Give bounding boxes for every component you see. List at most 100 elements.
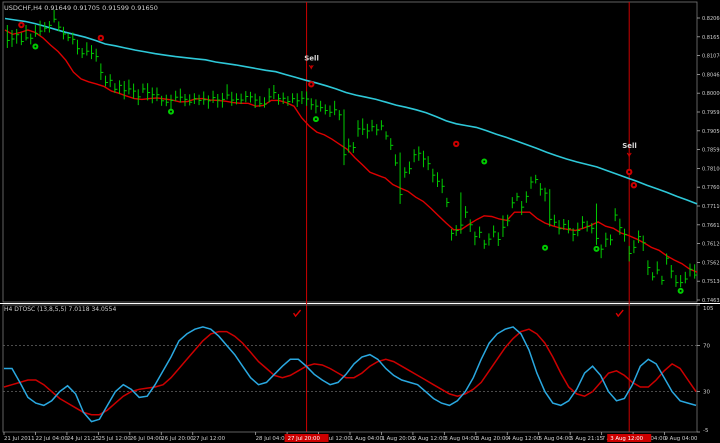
price-bar[interactable]	[432, 168, 436, 183]
price-bar[interactable]	[343, 109, 347, 166]
price-plot[interactable]: Sell Sell	[0, 1, 720, 432]
price-bar[interactable]	[469, 219, 473, 232]
price-bar[interactable]	[352, 142, 356, 153]
price-bar[interactable]	[488, 233, 492, 246]
price-bar[interactable]	[661, 275, 665, 285]
price-bar[interactable]	[525, 191, 529, 203]
price-bar[interactable]	[189, 94, 193, 106]
price-bar[interactable]	[212, 90, 216, 103]
price-bar[interactable]	[441, 178, 445, 194]
price-bar[interactable]	[642, 235, 646, 251]
price-bar[interactable]	[581, 216, 585, 230]
price-bar[interactable]	[362, 118, 366, 135]
price-bar[interactable]	[530, 176, 534, 189]
price-bar[interactable]	[193, 93, 197, 105]
price-bar[interactable]	[610, 234, 614, 246]
price-bar[interactable]	[320, 100, 324, 112]
price-bar[interactable]	[422, 150, 426, 168]
price-bar[interactable]	[633, 240, 637, 254]
price-bar[interactable]	[479, 226, 483, 239]
price-bar[interactable]	[689, 263, 693, 277]
price-bar[interactable]	[567, 220, 571, 234]
price-bar[interactable]	[539, 183, 543, 196]
price-bar[interactable]	[301, 91, 305, 105]
price-bar[interactable]	[81, 47, 85, 59]
price-bar[interactable]	[605, 232, 609, 248]
price-bar[interactable]	[203, 91, 207, 105]
price-bar[interactable]	[511, 197, 515, 209]
price-bar[interactable]	[595, 203, 599, 245]
price-bar[interactable]	[72, 32, 76, 45]
price-bar[interactable]	[273, 84, 277, 100]
price-bar[interactable]	[137, 89, 141, 106]
price-bar[interactable]	[30, 33, 34, 45]
price-bar[interactable]	[264, 97, 268, 108]
price-bar[interactable]	[165, 94, 169, 107]
price-bar[interactable]	[179, 88, 183, 103]
price-bar[interactable]	[67, 33, 71, 42]
price-bar[interactable]	[334, 100, 338, 116]
price-bar[interactable]	[380, 120, 384, 131]
price-bar[interactable]	[684, 271, 688, 284]
price-bar[interactable]	[76, 39, 80, 55]
price-bar[interactable]	[694, 264, 698, 279]
price-bar[interactable]	[133, 83, 137, 99]
price-bar[interactable]	[647, 260, 651, 276]
price-bar[interactable]	[119, 80, 123, 94]
price-bar[interactable]	[666, 253, 670, 265]
price-bar[interactable]	[638, 230, 642, 244]
price-bar[interactable]	[123, 81, 127, 100]
price-bar[interactable]	[572, 228, 576, 242]
price-bar[interactable]	[624, 228, 628, 242]
price-bar[interactable]	[553, 214, 557, 226]
price-bar[interactable]	[418, 146, 422, 161]
price-bar[interactable]	[175, 90, 179, 102]
price-bar[interactable]	[221, 92, 225, 108]
price-bar[interactable]	[563, 219, 567, 230]
price-bar[interactable]	[217, 93, 221, 108]
price-bar[interactable]	[207, 95, 211, 109]
price-bar[interactable]	[11, 30, 15, 47]
price-bar[interactable]	[394, 154, 398, 166]
price-bar[interactable]	[474, 231, 478, 246]
price-bar[interactable]	[591, 222, 595, 234]
price-bar[interactable]	[20, 32, 24, 46]
price-bar[interactable]	[226, 84, 230, 100]
price-bar[interactable]	[240, 93, 244, 105]
price-bar[interactable]	[39, 20, 43, 36]
price-bar[interactable]	[151, 87, 155, 104]
price-bar[interactable]	[600, 244, 604, 259]
price-bar[interactable]	[254, 93, 258, 108]
price-bar[interactable]	[329, 105, 333, 117]
price-bar[interactable]	[535, 174, 539, 184]
price-bar[interactable]	[128, 79, 132, 95]
price-bar[interactable]	[357, 120, 361, 137]
price-bar[interactable]	[109, 74, 113, 88]
price-bar[interactable]	[549, 189, 553, 227]
price-bar[interactable]	[497, 232, 501, 246]
price-bar[interactable]	[399, 152, 403, 204]
price-bar[interactable]	[25, 24, 29, 41]
price-bar[interactable]	[437, 172, 441, 188]
price-bar[interactable]	[544, 187, 548, 202]
price-bar[interactable]	[628, 245, 632, 262]
oscillator-plot[interactable]	[2, 304, 698, 433]
price-bar[interactable]	[680, 275, 684, 288]
price-bar[interactable]	[268, 88, 272, 103]
price-bar[interactable]	[675, 275, 679, 287]
price-bar[interactable]	[586, 220, 590, 232]
price-bar[interactable]	[282, 92, 286, 105]
price-bar[interactable]	[521, 201, 525, 216]
price-bar[interactable]	[324, 104, 328, 115]
price-bar[interactable]	[100, 63, 104, 80]
price-bar[interactable]	[34, 24, 38, 37]
price-bar[interactable]	[371, 119, 375, 132]
price-bar[interactable]	[390, 138, 394, 151]
price-bar[interactable]	[62, 26, 66, 40]
price-bar[interactable]	[48, 21, 52, 33]
price-bar[interactable]	[292, 93, 296, 103]
price-bar[interactable]	[366, 123, 370, 139]
price-bar[interactable]	[460, 192, 464, 234]
price-bar[interactable]	[235, 93, 239, 105]
price-bar[interactable]	[385, 131, 389, 140]
